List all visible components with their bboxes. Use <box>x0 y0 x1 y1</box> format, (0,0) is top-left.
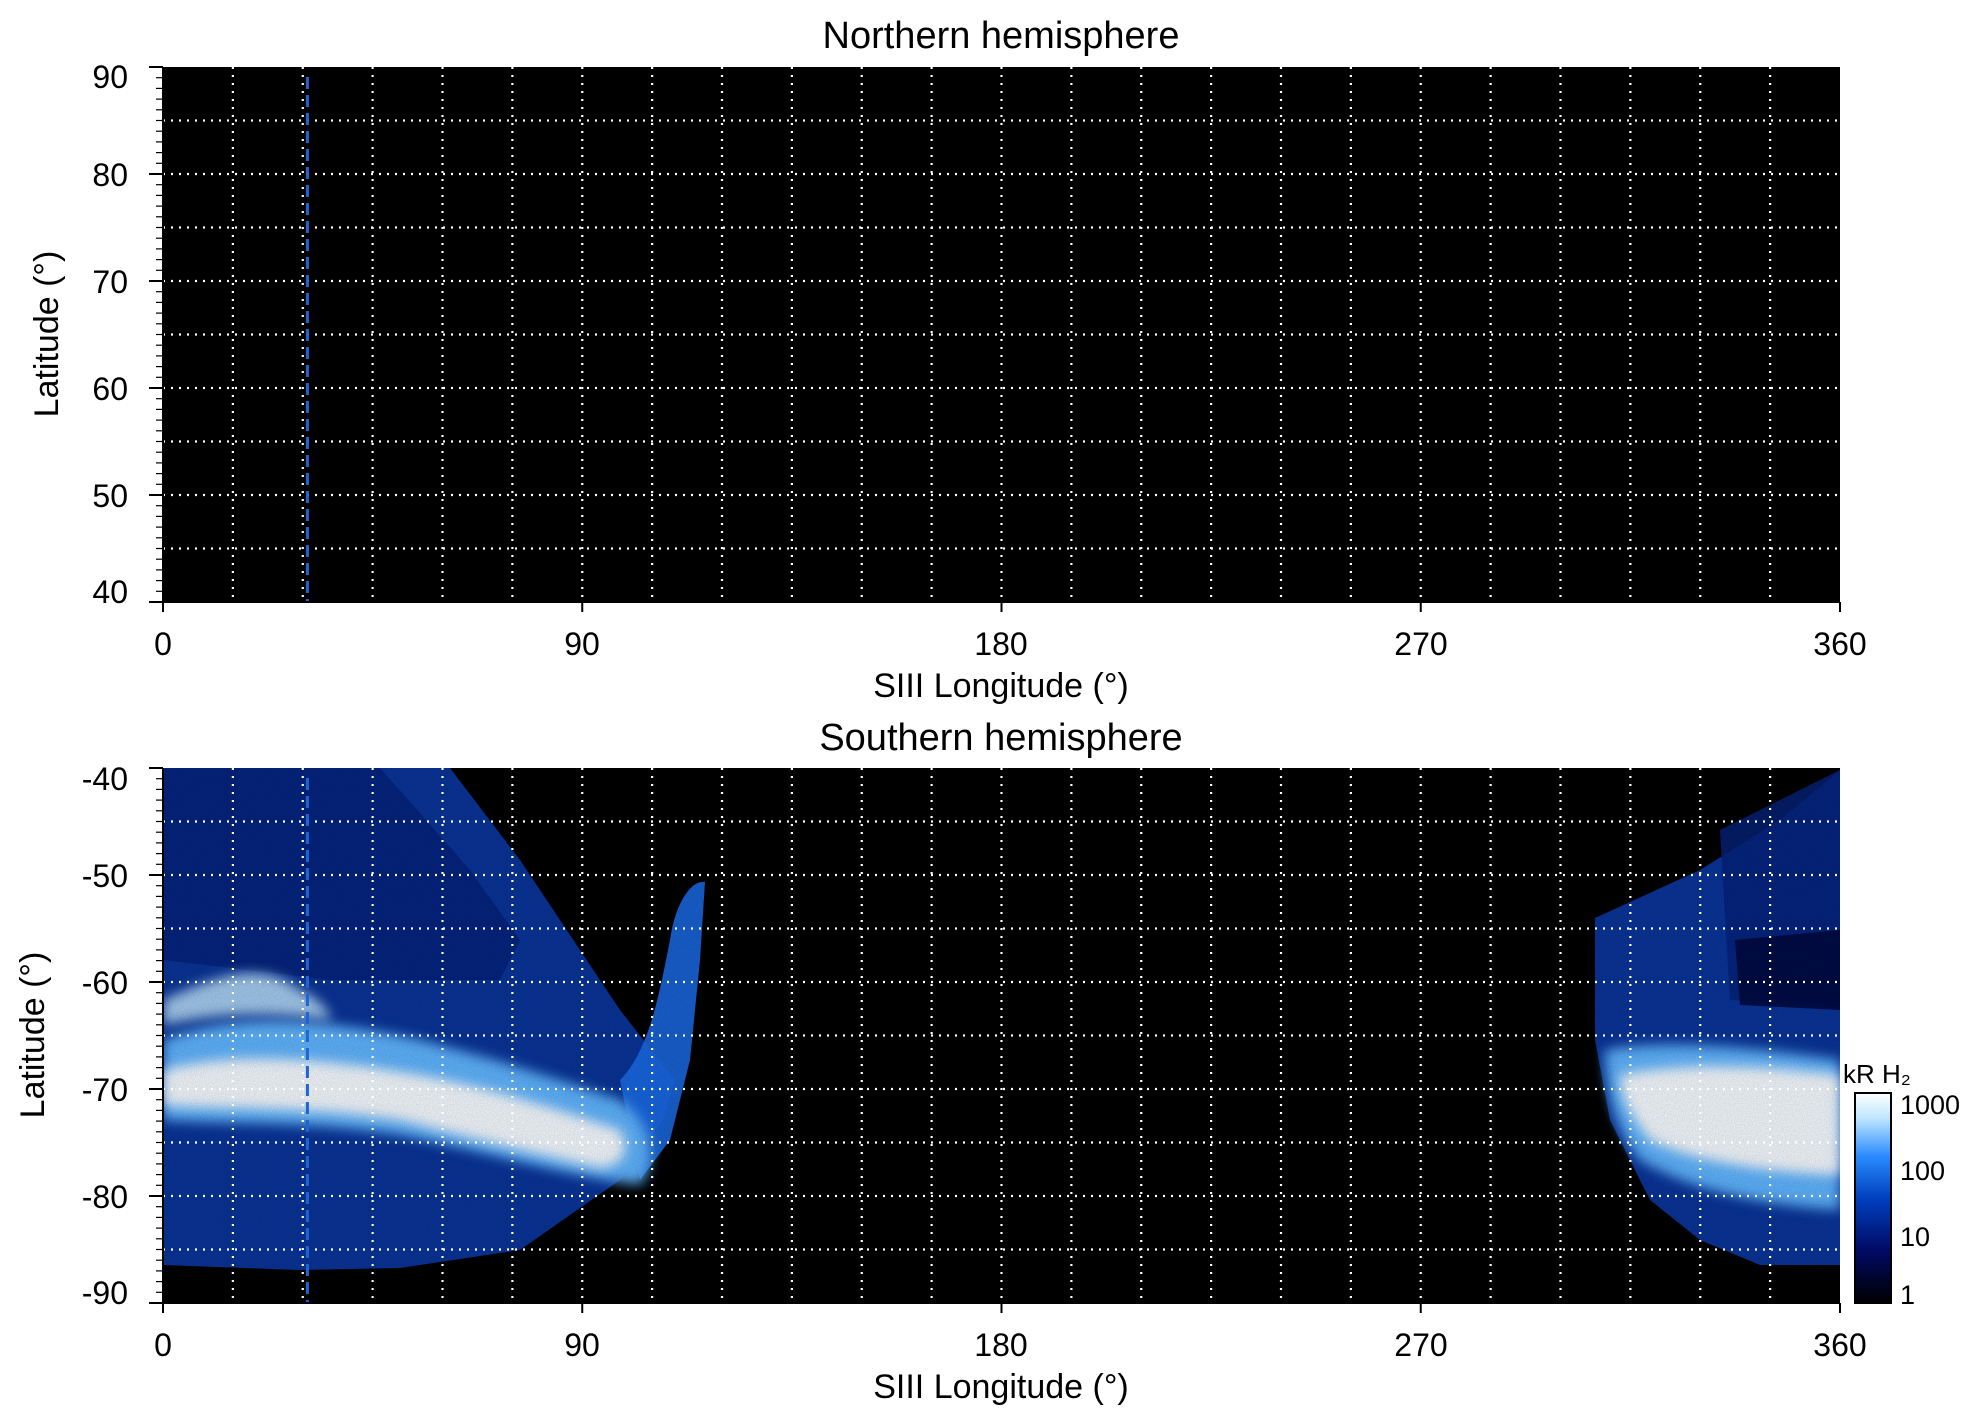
x-tick-label: 0 <box>154 626 172 662</box>
colorbar: kR H₂ 1000 100 10 1 <box>1843 1059 1960 1310</box>
colorbar-gradient <box>1854 1092 1892 1304</box>
y-tick-label: -40 <box>82 761 128 797</box>
panel-title: Northern hemisphere <box>823 15 1180 57</box>
y-tick-label: 80 <box>92 157 128 193</box>
x-axis-label: SIII Longitude (°) <box>873 667 1129 705</box>
x-tick-label: 360 <box>1813 1327 1866 1363</box>
y-minor-ticks <box>149 767 1841 1313</box>
y-tick-label: -50 <box>82 858 128 894</box>
x-axis-label: SIII Longitude (°) <box>873 1368 1129 1406</box>
y-tick-label: -70 <box>82 1072 128 1108</box>
x-tick-label: 180 <box>974 1327 1027 1363</box>
colorbar-tick-label: 1000 <box>1900 1090 1960 1120</box>
grid <box>163 768 1840 1303</box>
grid <box>163 67 1840 602</box>
x-tick-label: 0 <box>154 1327 172 1363</box>
y-tick-label: -80 <box>82 1179 128 1215</box>
y-tick-label: 60 <box>92 371 128 407</box>
colorbar-tick-label: 100 <box>1900 1156 1945 1186</box>
x-tick-label: 90 <box>564 1327 600 1363</box>
northern-panel: Northern hemisphere 90 80 70 60 50 40 0 … <box>28 15 1867 705</box>
x-tick-label: 180 <box>974 626 1027 662</box>
x-tick-label: 360 <box>1813 626 1866 662</box>
y-tick-label: 40 <box>92 574 128 610</box>
colorbar-label: kR H₂ <box>1843 1059 1911 1089</box>
x-tick-label: 270 <box>1394 1327 1447 1363</box>
x-tick-label: 270 <box>1394 626 1447 662</box>
y-axis-label: Latitude (°) <box>14 952 52 1119</box>
x-tick-label: 90 <box>564 626 600 662</box>
y-minor-ticks <box>149 66 1841 612</box>
y-tick-label: -60 <box>82 965 128 1001</box>
y-tick-label: 50 <box>92 478 128 514</box>
colorbar-tick-label: 10 <box>1900 1222 1930 1252</box>
y-tick-label: -90 <box>82 1275 128 1311</box>
panel-title: Southern hemisphere <box>819 717 1182 759</box>
colorbar-tick-label: 1 <box>1900 1280 1915 1310</box>
y-axis-label: Latitude (°) <box>28 251 66 418</box>
y-tick-label: 70 <box>92 264 128 300</box>
southern-panel: Southern hemisphere -40 -50 -60 <box>14 717 1960 1406</box>
y-tick-label: 90 <box>92 59 128 95</box>
